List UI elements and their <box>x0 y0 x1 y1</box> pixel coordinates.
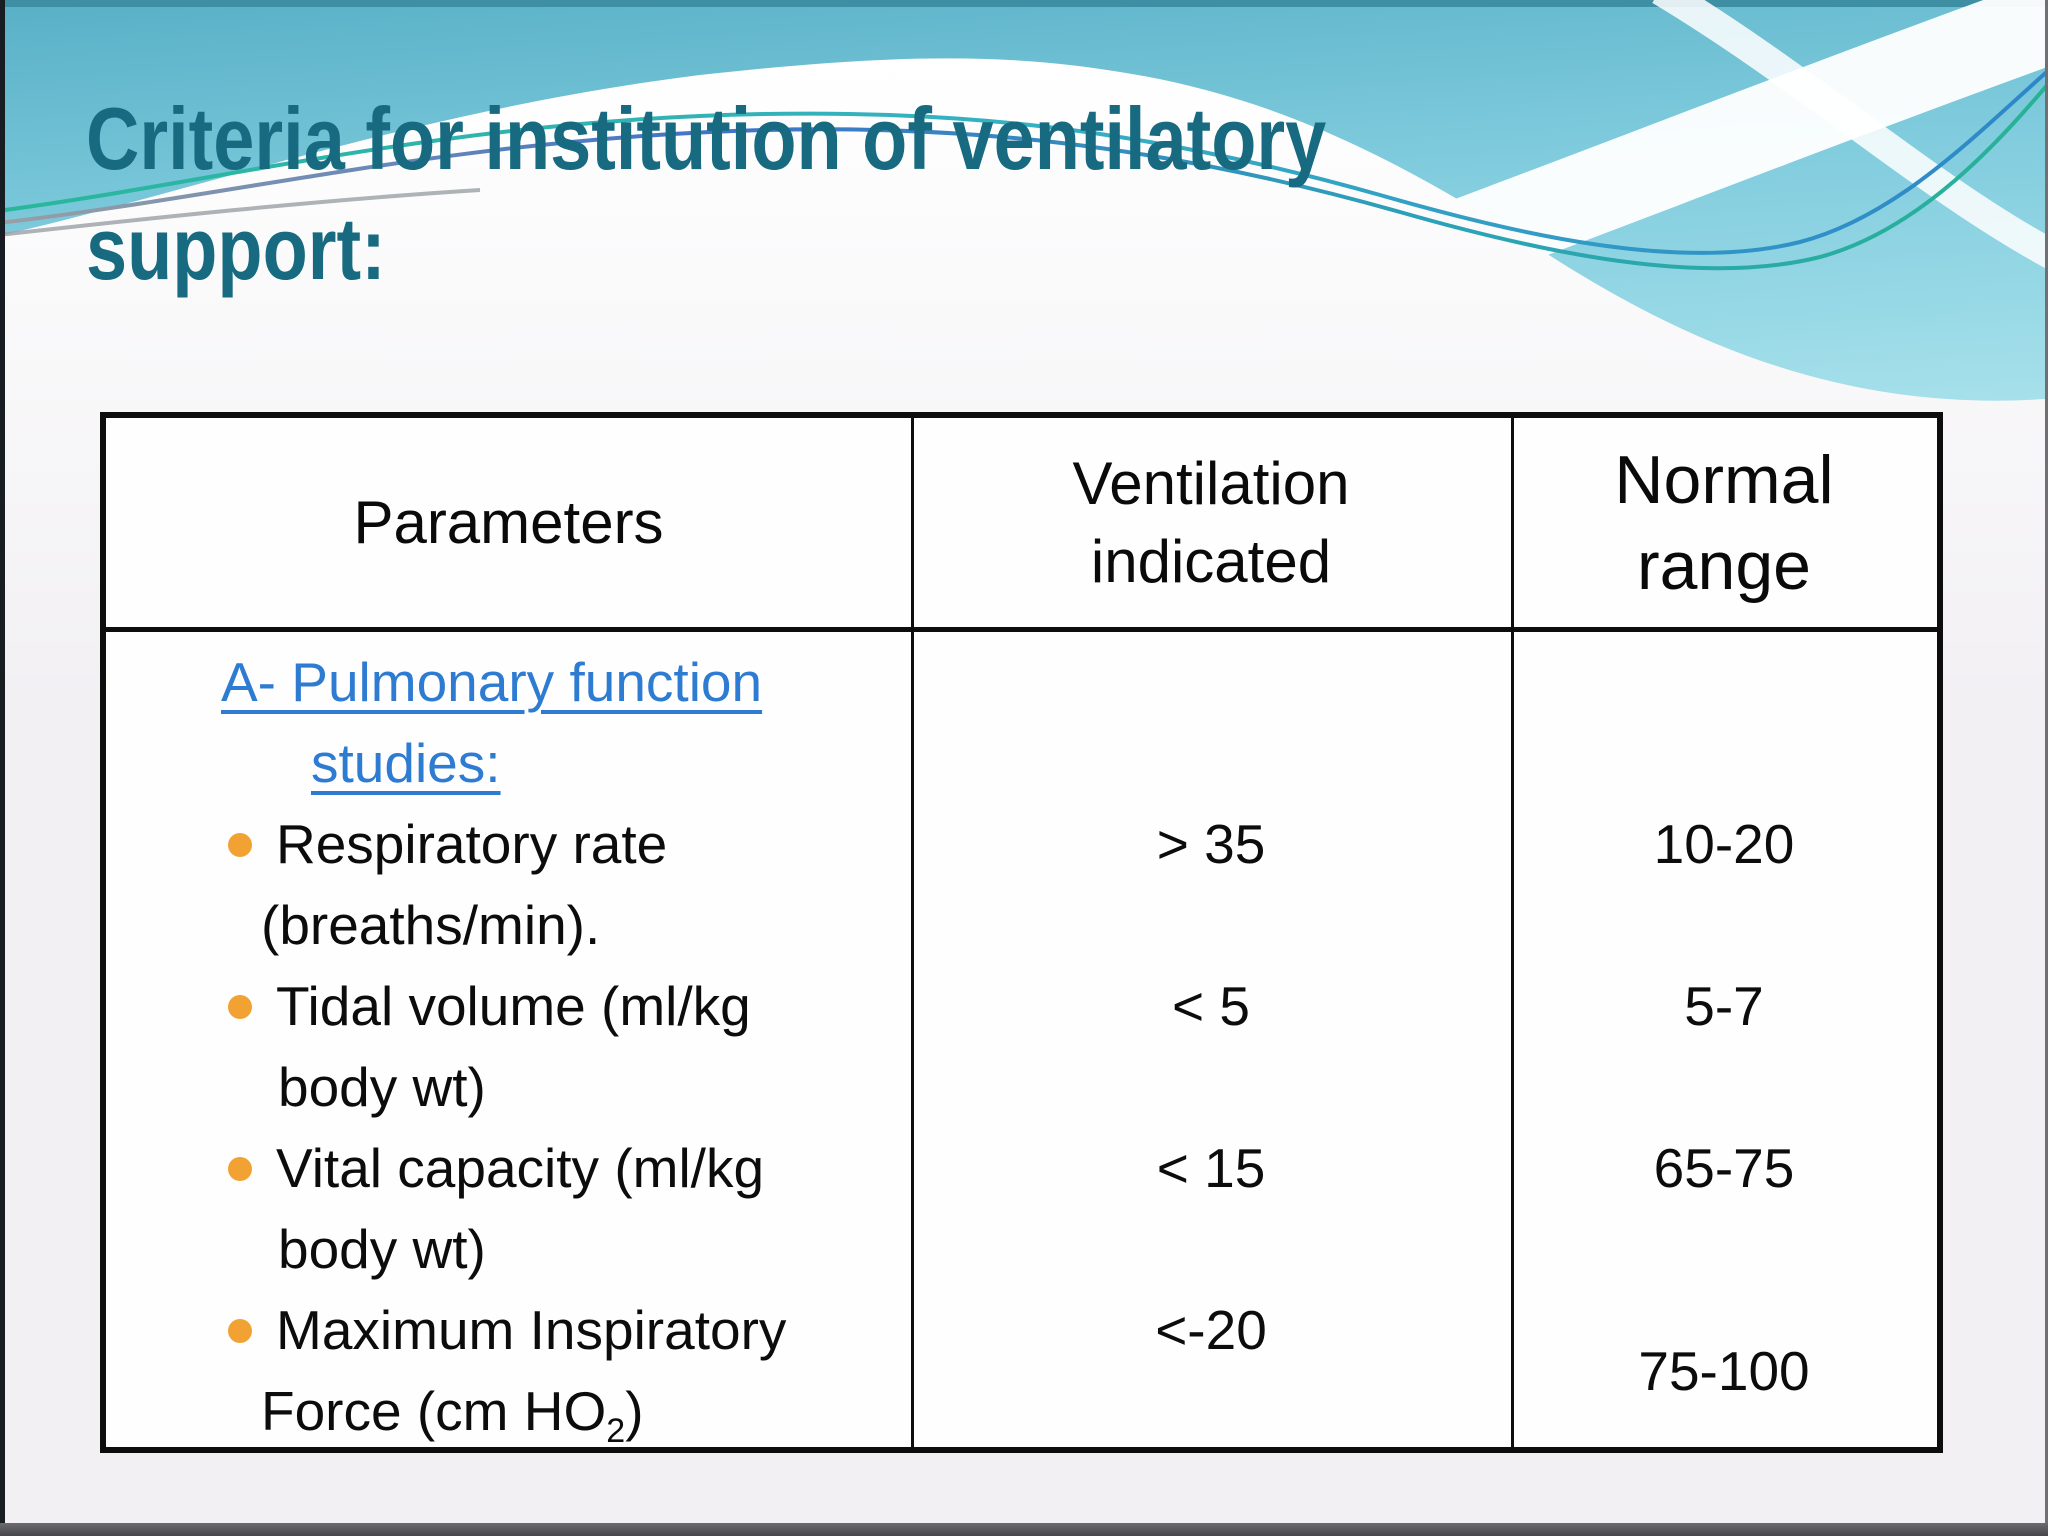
parameter-text: Maximum Inspiratory <box>276 1299 787 1361</box>
link-line-1: A- Pulmonary function <box>221 651 763 713</box>
normal-range-value: 10-20 <box>1653 813 1795 875</box>
bottom-bar <box>0 1523 2048 1536</box>
ventilation-value: > 35 <box>1156 813 1266 875</box>
bullet-icon <box>228 1157 252 1181</box>
header-divider <box>106 627 1937 632</box>
parameter-line: Tidal volume (ml/kg <box>106 966 911 1047</box>
wave-line-gray <box>0 188 481 237</box>
header-normal-line2: range <box>1637 527 1811 604</box>
parameter-text: ) <box>625 1380 644 1442</box>
bullet-icon <box>228 995 252 1019</box>
column-divider-2 <box>1511 418 1514 1447</box>
ventilation-value: <-20 <box>1155 1299 1267 1361</box>
ho2-subscript: 2 <box>606 1412 626 1447</box>
wave-line-blue <box>0 80 2048 271</box>
criteria-table: Parameters Ventilation indicated Normal … <box>100 412 1943 1453</box>
parameter-text: Vital capacity (ml/kg <box>276 1137 765 1199</box>
parameter-line: Respiratory rate <box>106 804 911 885</box>
title-line-2: support: <box>86 199 386 298</box>
normal-range-value: 5-7 <box>1684 975 1764 1037</box>
slide-top-edge <box>0 0 2048 7</box>
column-divider-1 <box>911 418 914 1447</box>
table-header-row: Parameters Ventilation indicated Normal … <box>106 418 1937 627</box>
parameter-line: body wt) <box>278 1056 486 1118</box>
ventilation-value: < 5 <box>1172 975 1250 1037</box>
parameter-line: (breaths/min). <box>261 894 601 956</box>
header-ventilation-line2: indicated <box>1090 527 1332 595</box>
parameter-line: Maximum Inspiratory <box>106 1290 911 1371</box>
wave-swoosh-corner <box>1652 0 2048 270</box>
bullet-icon <box>228 1319 252 1343</box>
parameter-text: Respiratory rate <box>276 813 668 875</box>
header-normal-line1: Normal <box>1614 441 1834 518</box>
page-title: Criteria for institution of ventilatory … <box>86 88 1563 300</box>
ventilation-value: < 15 <box>1156 1137 1266 1199</box>
parameter-line: body wt) <box>278 1218 486 1280</box>
header-cell-ventilation-indicated: Ventilation indicated <box>911 418 1511 627</box>
parameter-text: Force (cm HO <box>261 1380 607 1442</box>
slide-left-border <box>0 0 5 1536</box>
wave-line-teal <box>0 68 2048 255</box>
slide-right-border <box>2045 0 2048 1536</box>
parameter-text: Tidal volume (ml/kg <box>276 975 751 1037</box>
title-line-1: Criteria for institution of ventilatory <box>86 89 1327 188</box>
header-cell-parameters: Parameters <box>106 418 911 627</box>
normal-range-value: 65-75 <box>1653 1137 1795 1199</box>
table-body: A- Pulmonary function studies: Respirato… <box>106 632 1937 1447</box>
header-cell-normal-range: Normal range <box>1511 418 1937 627</box>
link-line-2: studies: <box>311 732 501 794</box>
header-ventilation-line1: Ventilation <box>1072 449 1350 517</box>
header-parameters-label: Parameters <box>353 488 664 556</box>
parameter-line: Force (cm HO2) <box>106 1371 911 1447</box>
parameter-line: Vital capacity (ml/kg <box>106 1128 911 1209</box>
bullet-icon <box>228 833 252 857</box>
normal-range-value: 75-100 <box>1638 1339 1810 1402</box>
